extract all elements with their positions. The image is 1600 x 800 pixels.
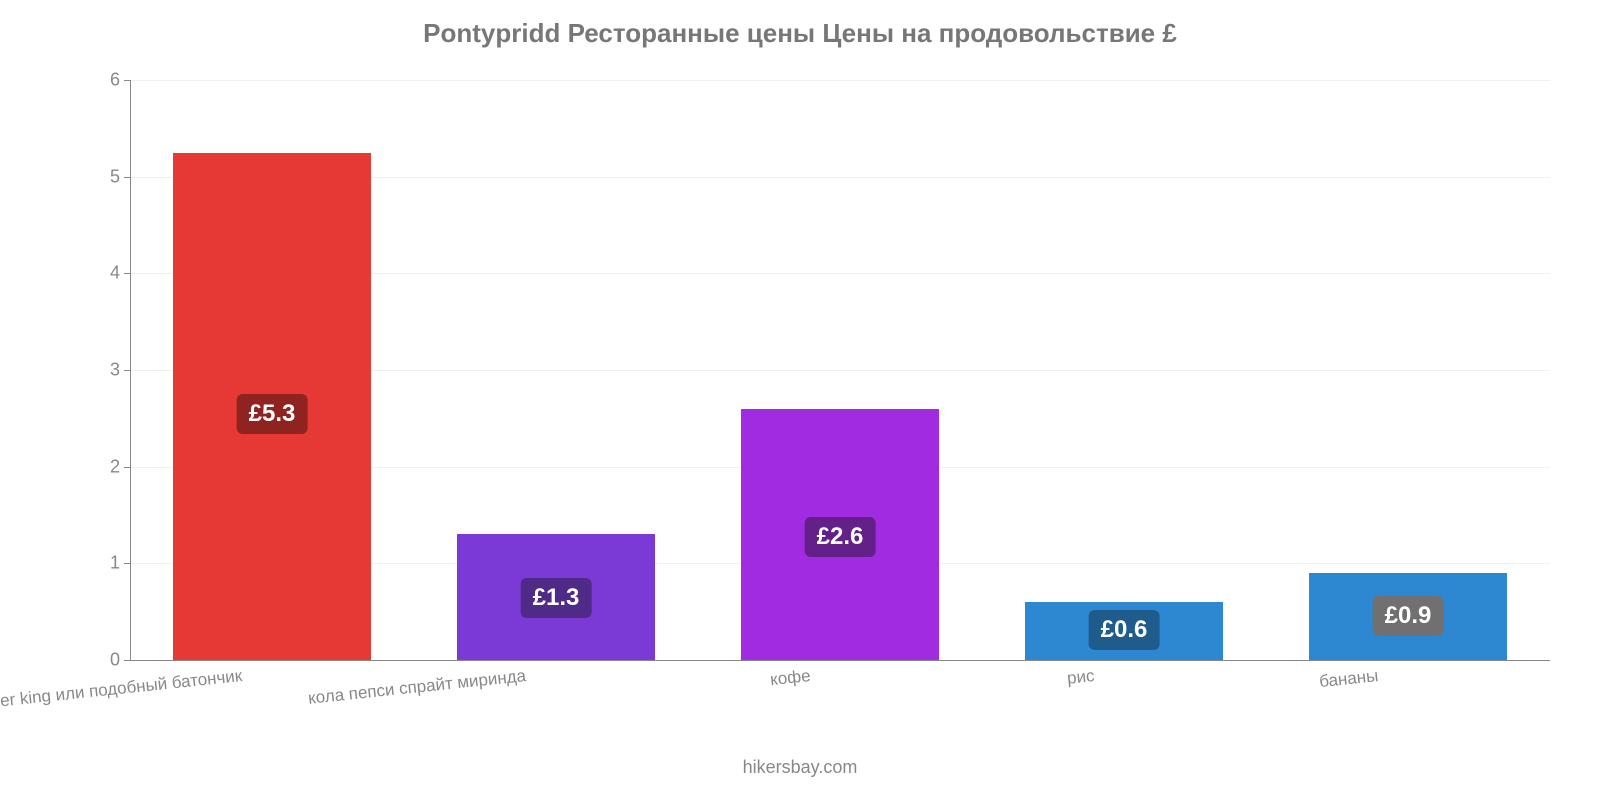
value-badge: £0.9 [1373, 596, 1444, 636]
y-tick-label: 5 [70, 166, 130, 187]
value-badge: £1.3 [521, 578, 592, 618]
bars-group: £5.3 £1.3 £2.6 £0.6 £0.9 [130, 80, 1550, 660]
y-tick-label: 0 [70, 650, 130, 671]
x-tick-label: бананы [1318, 666, 1379, 692]
y-tick-label: 6 [70, 70, 130, 91]
y-tick-label: 4 [70, 263, 130, 284]
plot-area: 0123456£5.3£1.3£2.6£0.6£0.9 [130, 80, 1550, 660]
x-tick-label: кофе [769, 666, 811, 690]
x-tick-label: кола пепси спрайт миринда [307, 666, 527, 709]
bar: £0.6 [1025, 602, 1224, 660]
x-tick-label: mac burger king или подобный батончик [0, 666, 243, 719]
x-tick-label: рис [1066, 666, 1095, 689]
value-badge: £5.3 [237, 394, 308, 434]
bar: £5.3 [173, 153, 372, 661]
y-tick-label: 1 [70, 553, 130, 574]
attribution-text: hikersbay.com [0, 757, 1600, 778]
value-badge: £0.6 [1089, 610, 1160, 650]
bar: £2.6 [741, 409, 940, 660]
x-axis-labels: mac burger king или подобный батончиккол… [130, 660, 1550, 720]
y-tick-label: 2 [70, 456, 130, 477]
bar: £1.3 [457, 534, 656, 660]
chart-title: Pontypridd Ресторанные цены Цены на прод… [0, 18, 1600, 49]
bar: £0.9 [1309, 573, 1508, 660]
chart-container: Pontypridd Ресторанные цены Цены на прод… [0, 0, 1600, 800]
value-badge: £2.6 [805, 517, 876, 557]
y-tick-label: 3 [70, 360, 130, 381]
